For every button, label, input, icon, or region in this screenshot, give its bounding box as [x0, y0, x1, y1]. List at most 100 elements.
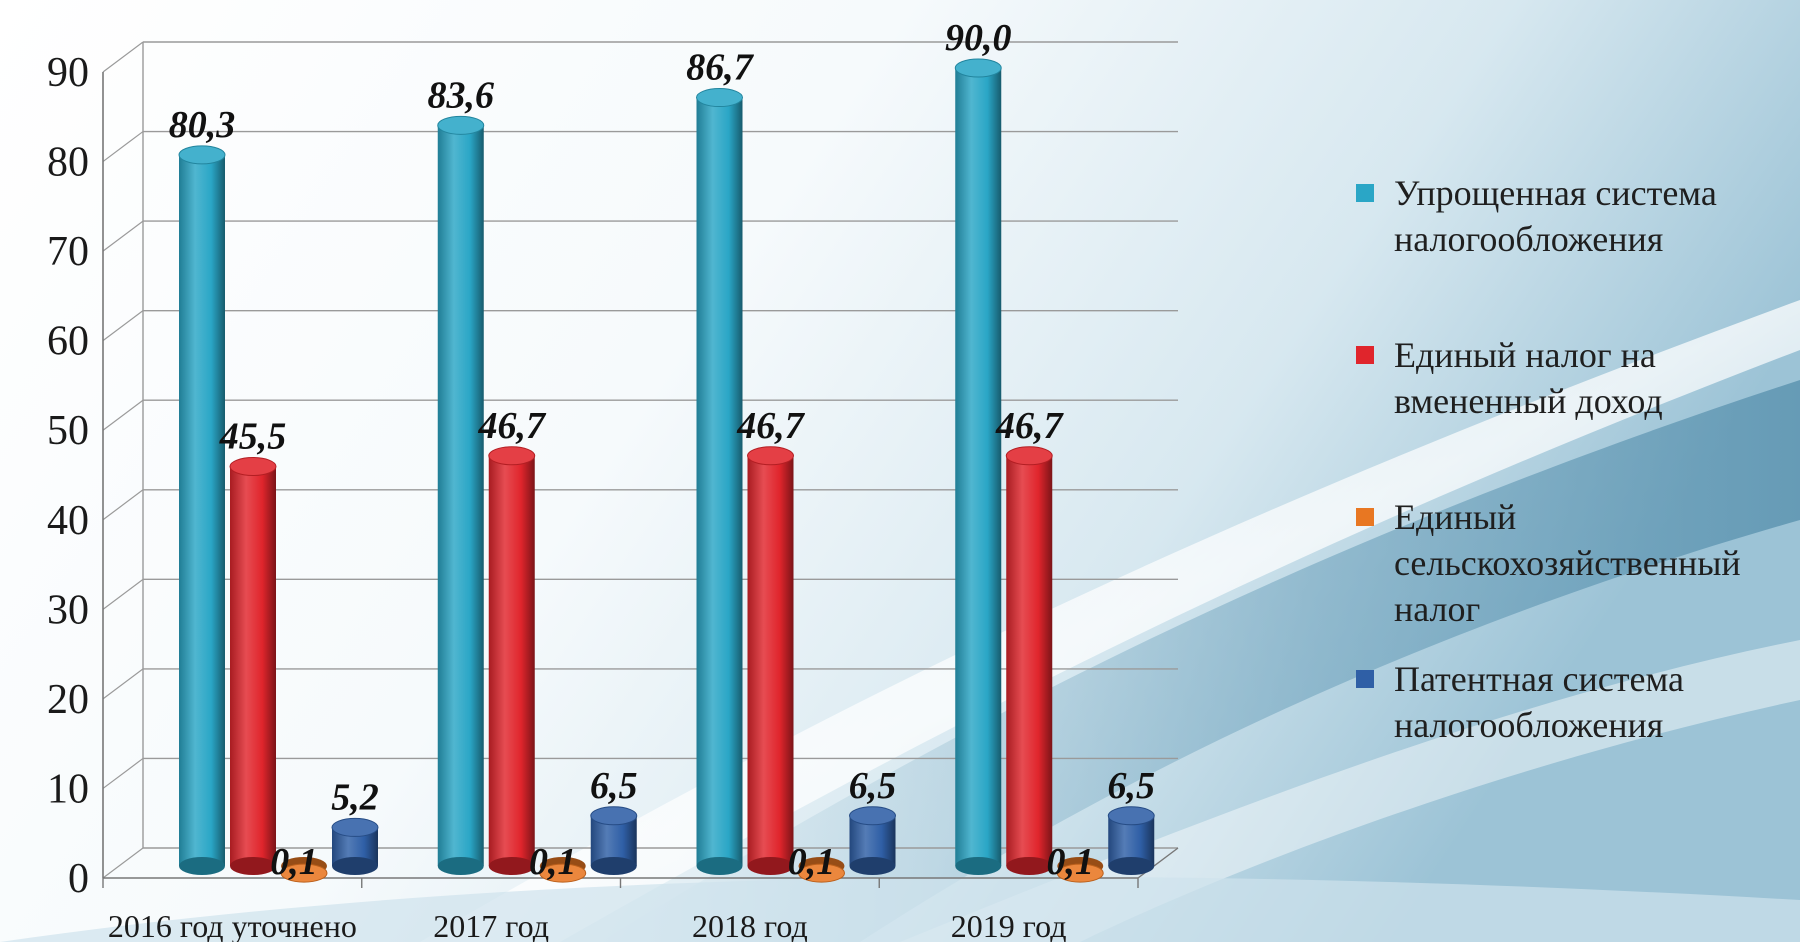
- bar: [229, 457, 277, 875]
- y-tick-label: 40: [47, 498, 89, 544]
- legend-swatch-eshn: [1356, 508, 1374, 526]
- legend-label: Единый сельскохозяйственный налог: [1394, 497, 1741, 630]
- data-label: 80,3: [169, 104, 236, 146]
- data-label: 6,5: [849, 765, 897, 807]
- grid-depth-line: [102, 489, 144, 521]
- grid-depth-line: [102, 220, 144, 252]
- grid-depth-line: [102, 578, 144, 610]
- bar: [798, 857, 845, 883]
- bar-top: [747, 446, 794, 466]
- bar-base: [437, 857, 484, 875]
- x-tick-label: 2016 год уточнено: [108, 908, 357, 942]
- x-tick-label: 2018 год: [692, 908, 808, 942]
- bar-body: [747, 455, 794, 866]
- x-tick-label: 2017 год: [433, 908, 549, 942]
- legend-label: Упрощенная система налогообложения: [1394, 173, 1717, 260]
- bar-body: [230, 466, 276, 866]
- y-tick-label: 20: [47, 677, 89, 723]
- legend-swatch-psn: [1356, 670, 1374, 688]
- grid-depth-line: [102, 668, 144, 700]
- data-label: 5,2: [331, 776, 379, 818]
- bar-top: [798, 863, 845, 883]
- axes: 0 10 20 30 40 50 60 70 80 90 2016 год уточнено 2017…: [47, 41, 1179, 942]
- y-tick-label: 70: [47, 229, 89, 275]
- grid-depth-line: [102, 41, 144, 73]
- data-label: 6,5: [590, 765, 638, 807]
- grid-depth-line: [102, 131, 144, 163]
- bars: [178, 58, 1155, 883]
- bar: [747, 446, 794, 875]
- data-label: 90,0: [945, 17, 1012, 59]
- bar: [590, 806, 638, 875]
- data-label: 83,6: [428, 74, 495, 116]
- legend-item-eshn: Единый сельскохозяйственный налог: [1356, 494, 1796, 632]
- bar-top: [590, 806, 638, 826]
- bar-top: [1005, 446, 1053, 466]
- legend-item-envd: Единый налог на вмененный доход: [1356, 332, 1796, 424]
- bar-base: [590, 857, 637, 875]
- data-label: 0,1: [788, 841, 836, 883]
- bar-base: [332, 857, 378, 875]
- background-swirl-bottom: [0, 876, 1800, 942]
- legend-swatch-usn: [1356, 184, 1374, 202]
- bar: [331, 817, 379, 875]
- bar: [280, 857, 328, 883]
- legend-label: Единый налог на вмененный доход: [1394, 335, 1663, 422]
- bar-body: [955, 68, 1002, 866]
- bar-base: [488, 857, 535, 875]
- bar: [437, 115, 485, 875]
- bar: [178, 145, 226, 875]
- bar-base: [179, 857, 225, 875]
- y-tick-label: 90: [47, 50, 89, 96]
- grid-depth-line: [102, 847, 144, 879]
- data-labels: 80,3 45,5 0,1 5,2 83,6 46,7 0,1 6,5 86,7 46,7 0,1 6…: [169, 17, 1155, 883]
- legend-swatch-envd: [1356, 346, 1374, 364]
- bar: [696, 88, 743, 875]
- bar-top: [1107, 806, 1155, 826]
- data-label: 46,7: [478, 405, 548, 447]
- x-tick-label: 2019 год: [951, 908, 1067, 942]
- bar-base: [747, 857, 794, 875]
- bar-top: [488, 446, 536, 466]
- y-tick-label: 50: [47, 408, 89, 454]
- bar-top: [280, 863, 328, 883]
- legend-label: Патентная система налогообложения: [1394, 659, 1685, 746]
- bar-top: [437, 115, 485, 135]
- bar-base: [849, 857, 896, 875]
- bar: [1005, 446, 1053, 875]
- bar-base: [1006, 857, 1053, 875]
- bar-body: [696, 97, 743, 866]
- bar-top: [696, 88, 743, 108]
- y-tick-label: 0: [68, 856, 89, 902]
- bar-base: [230, 857, 276, 875]
- data-label: 46,7: [995, 405, 1065, 447]
- bar-body: [1006, 455, 1053, 866]
- bar-base: [696, 857, 743, 875]
- bar-base: [955, 857, 1002, 875]
- background-swirl-dark: [600, 380, 1800, 942]
- legend-item-psn: Патентная система налогообложения: [1356, 656, 1796, 748]
- y-tick-label: 10: [47, 766, 89, 812]
- bar-top: [539, 863, 587, 883]
- grid-depth-line: [102, 757, 144, 789]
- bar: [539, 857, 587, 883]
- bar-body: [488, 455, 535, 866]
- data-label: 6,5: [1108, 765, 1156, 807]
- bar: [488, 446, 536, 875]
- legend-item-usn: Упрощенная система налогообложения: [1356, 170, 1796, 262]
- bar: [849, 806, 896, 875]
- data-label: 45,5: [219, 416, 287, 458]
- bar-top: [849, 806, 896, 826]
- bar-top: [331, 817, 379, 837]
- data-label: 0,1: [529, 841, 577, 883]
- bar-body: [437, 125, 484, 866]
- y-tick-label: 30: [47, 587, 89, 633]
- y-tick-label: 60: [47, 319, 89, 365]
- bar-top: [229, 457, 277, 477]
- bar-top: [954, 58, 1002, 78]
- data-label: 46,7: [736, 405, 806, 447]
- data-label: 0,1: [270, 841, 318, 883]
- y-tick-label: 80: [47, 140, 89, 186]
- data-label: 86,7: [686, 47, 755, 89]
